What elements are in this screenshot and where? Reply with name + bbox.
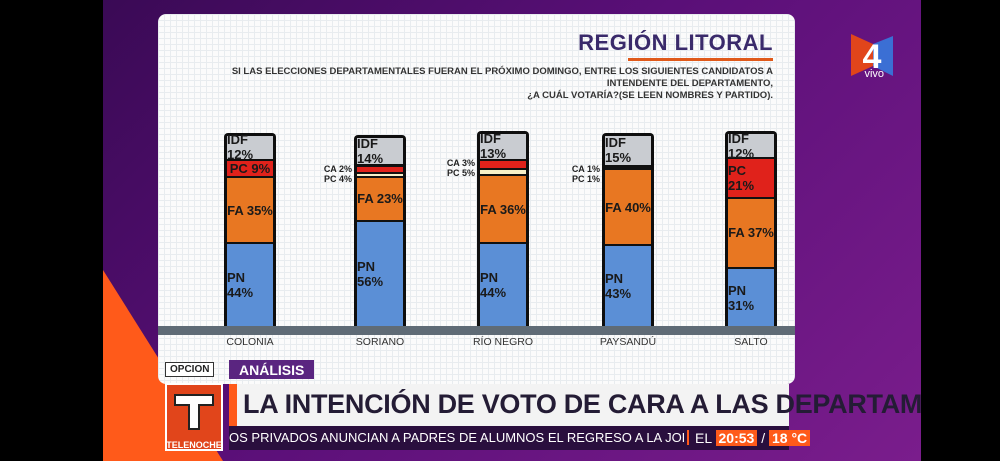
subtitle-line-1: SI LAS ELECCIONES DEPARTAMENTALES FUERAN… bbox=[231, 66, 773, 89]
data-label: PN 44% bbox=[480, 270, 507, 301]
side-label: CA 3% bbox=[446, 157, 475, 168]
live-indicator: vivo bbox=[864, 68, 884, 80]
side-labels: CA 2% PC 4% bbox=[320, 164, 352, 184]
data-label: PN 43% bbox=[605, 271, 632, 302]
segment-ca bbox=[357, 172, 403, 176]
category-label: RÍO NEGRO bbox=[472, 336, 534, 348]
headline-background bbox=[229, 384, 789, 426]
telenoche-logo bbox=[165, 383, 223, 451]
bar-paysandú: PN 43% FA 40% IDF 15% bbox=[602, 133, 654, 326]
subtitle-line-2: ¿A CUÁL VOTARÍA?(SE LEEN NOMBRES Y PARTI… bbox=[527, 90, 773, 101]
segment-fa: FA 40% bbox=[605, 168, 651, 245]
data-label: PN 44% bbox=[227, 270, 254, 301]
chart-baseline bbox=[158, 326, 795, 335]
bar-salto: PN 31% FA 37% PC 21% IDF 12% bbox=[725, 131, 777, 326]
segment-idf: IDF 12% bbox=[227, 132, 273, 162]
data-label: FA 37% bbox=[728, 225, 774, 241]
temperature: 18 °C bbox=[768, 430, 811, 446]
data-label: FA 35% bbox=[227, 202, 273, 218]
category-label: SALTO bbox=[734, 336, 768, 348]
clock-temp: EL 20:53 / 18 °C bbox=[695, 430, 811, 446]
segment-pn: PN 31% bbox=[728, 267, 774, 326]
category-label: PAYSANDÚ bbox=[599, 336, 657, 348]
segment-pc bbox=[480, 158, 526, 169]
channel-4-logo: 4 bbox=[851, 34, 893, 76]
data-label: PN 31% bbox=[728, 282, 755, 313]
segment-pn: PN 44% bbox=[480, 242, 526, 326]
segment-fa: FA 37% bbox=[728, 196, 774, 268]
data-label: IDF 13% bbox=[480, 131, 507, 162]
segment-idf: IDF 15% bbox=[605, 135, 651, 166]
data-label: FA 40% bbox=[605, 199, 651, 215]
clock-prefix: EL bbox=[695, 430, 712, 446]
side-label: PC 4% bbox=[323, 173, 352, 184]
segment-pc bbox=[605, 164, 651, 167]
segment-pc bbox=[357, 164, 403, 173]
side-label: PC 5% bbox=[446, 167, 475, 178]
segment-fa: FA 23% bbox=[357, 175, 403, 220]
side-labels: CA 1% PC 1% bbox=[568, 164, 600, 184]
headline: LA INTENCIÓN DE VOTO DE CARA A LAS DEPAR… bbox=[243, 389, 921, 419]
clock-time: 20:53 bbox=[715, 430, 758, 446]
data-label: PN 56% bbox=[357, 258, 384, 289]
segment-pn: PN 44% bbox=[227, 242, 273, 326]
section-tag: ANÁLISIS bbox=[229, 360, 315, 379]
bar-colonia: PN 44% FA 35% PC 9% IDF 12% bbox=[224, 132, 276, 326]
bar-soriano: PN 56% FA 23% IDF 14% bbox=[354, 134, 406, 326]
telenoche-t-icon bbox=[174, 394, 214, 430]
data-label: IDF 12% bbox=[728, 130, 755, 161]
segment-pc: PC 9% bbox=[227, 158, 273, 176]
side-label: CA 2% bbox=[323, 163, 352, 174]
channel-number: 4 bbox=[863, 38, 882, 76]
data-label: IDF 15% bbox=[605, 135, 632, 166]
segment-idf: IDF 14% bbox=[357, 136, 403, 167]
data-label: IDF 12% bbox=[227, 132, 254, 163]
chart-subtitle: SI LAS ELECCIONES DEPARTAMENTALES FUERAN… bbox=[213, 66, 773, 102]
data-label: PC 21% bbox=[728, 162, 755, 193]
category-label: COLONIA bbox=[226, 336, 274, 348]
data-label: IDF 14% bbox=[357, 136, 384, 167]
ticker-background bbox=[229, 426, 789, 450]
show-name: TELENOCHE bbox=[166, 440, 222, 450]
segment-ca bbox=[480, 168, 526, 174]
segment-fa: FA 36% bbox=[480, 174, 526, 243]
chart-panel: REGIÓN LITORAL SI LAS ELECCIONES DEPARTA… bbox=[158, 14, 795, 384]
side-labels: CA 3% PC 5% bbox=[443, 158, 475, 178]
ticker-separator bbox=[687, 430, 689, 445]
sponsor-logo: OPCION bbox=[165, 362, 215, 377]
segment-idf: IDF 13% bbox=[480, 131, 526, 162]
title-underline bbox=[628, 58, 773, 61]
chart-title: REGIÓN LITORAL bbox=[578, 30, 773, 55]
data-label: FA 36% bbox=[480, 201, 526, 217]
data-label: PC 9% bbox=[229, 160, 271, 176]
segment-idf: IDF 12% bbox=[728, 131, 774, 161]
category-label: SORIANO bbox=[355, 336, 405, 348]
segment-pn: PN 43% bbox=[605, 244, 651, 326]
segment-ca bbox=[605, 166, 651, 169]
segment-fa: FA 35% bbox=[227, 175, 273, 243]
segment-pn: PN 56% bbox=[357, 219, 403, 326]
data-label: FA 23% bbox=[357, 191, 403, 207]
temp-separator: / bbox=[761, 430, 766, 446]
headline-accent bbox=[229, 384, 237, 426]
side-label: PC 1% bbox=[571, 173, 600, 184]
side-label: CA 1% bbox=[571, 163, 600, 174]
broadcast-frame: REGIÓN LITORAL SI LAS ELECCIONES DEPARTA… bbox=[103, 0, 921, 461]
segment-pc: PC 21% bbox=[728, 156, 774, 197]
bar-río-negro: PN 44% FA 36% IDF 13% bbox=[477, 131, 529, 326]
news-ticker: OS PRIVADOS ANUNCIAN A PADRES DE ALUMNOS… bbox=[229, 430, 684, 445]
